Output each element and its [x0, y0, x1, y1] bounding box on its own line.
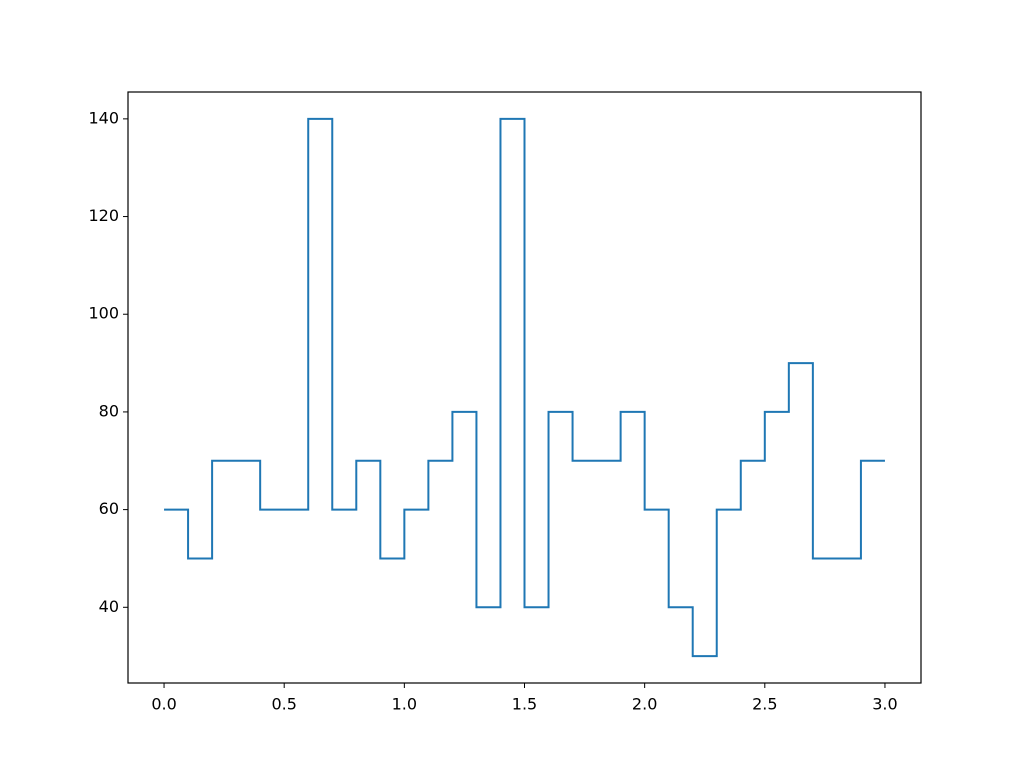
y-tick-label: 120: [88, 206, 119, 225]
x-tick-label: 0.0: [151, 695, 176, 714]
x-tick-label: 2.0: [632, 695, 657, 714]
y-tick-label: 60: [99, 499, 119, 518]
y-tick-label: 140: [88, 108, 119, 127]
y-tick-label: 40: [99, 597, 119, 616]
line: [164, 117, 885, 658]
x-tick-label: 1.5: [512, 695, 537, 714]
plot-frame: [127, 91, 922, 684]
x-tick-label: 3.0: [872, 695, 897, 714]
y-tick-label: 100: [88, 304, 119, 323]
y-tick-label: 80: [99, 401, 119, 420]
x-tick-label: 0.5: [271, 695, 296, 714]
x-tick-label: 2.5: [752, 695, 777, 714]
x-tick-label: 1.0: [392, 695, 417, 714]
